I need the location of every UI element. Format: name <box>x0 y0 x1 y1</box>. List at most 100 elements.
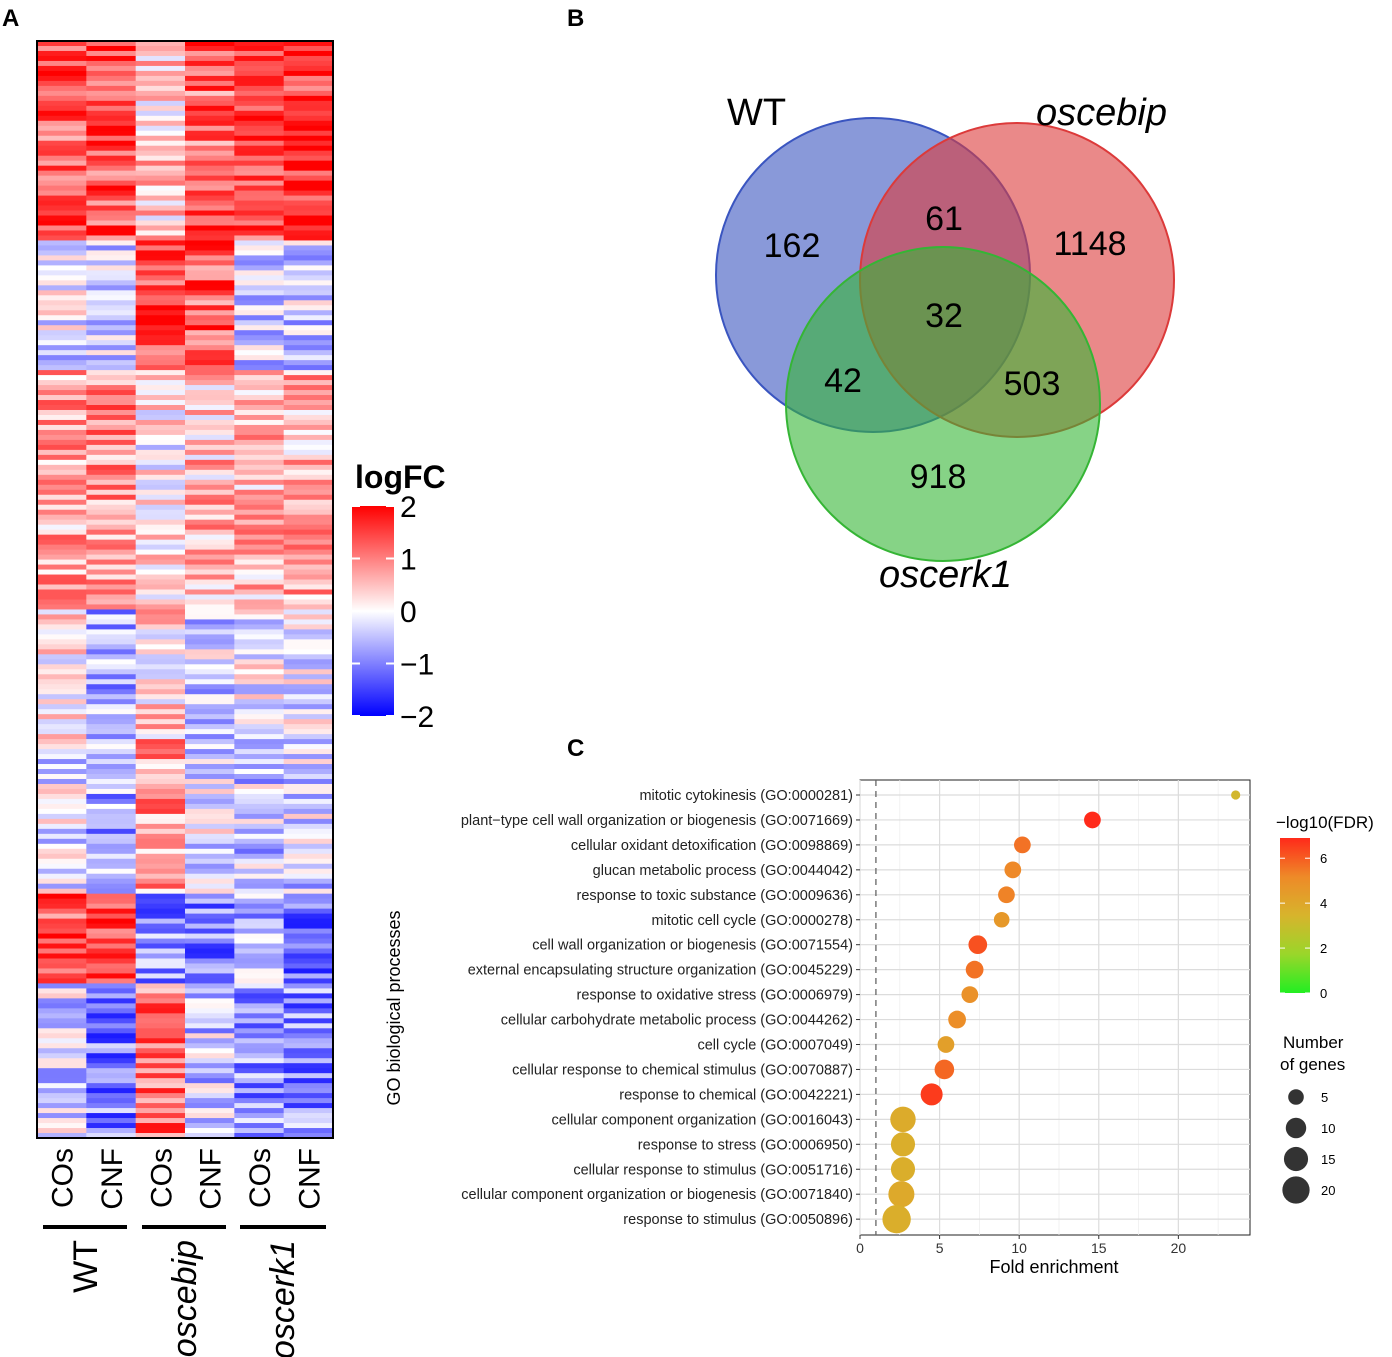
go-term-label: response to stress (GO:0006950) <box>638 1137 853 1153</box>
heatmap-cell <box>86 1013 137 1019</box>
heatmap-cell <box>283 220 334 226</box>
heatmap-cell <box>185 55 235 62</box>
heatmap-cell <box>185 514 235 521</box>
heatmap-cell <box>86 200 137 206</box>
heatmap-cell <box>135 115 186 122</box>
heatmap-cell <box>283 948 334 954</box>
heatmap-cell <box>234 903 285 910</box>
heatmap-cell <box>283 734 334 740</box>
heatmap-cell <box>86 220 137 226</box>
heatmap-cell <box>37 504 87 511</box>
heatmap-cell <box>185 479 235 486</box>
heatmap-cell <box>135 1053 186 1059</box>
heatmap-cell <box>37 764 87 770</box>
heatmap-cell <box>37 539 87 546</box>
heatmap-cell <box>185 619 235 625</box>
heatmap-cell <box>86 260 137 266</box>
logfc-tick-label: −2 <box>400 701 434 734</box>
heatmap-cell <box>135 1023 186 1029</box>
heatmap-cell <box>234 1103 285 1109</box>
heatmap-cell <box>234 823 285 830</box>
heatmap-cell <box>86 674 137 680</box>
heatmap-cell <box>86 50 137 57</box>
heatmap-cell <box>185 390 235 396</box>
heatmap-cell <box>234 60 285 67</box>
heatmap-cell <box>135 265 186 271</box>
heatmap-cell <box>234 150 285 157</box>
heatmap-cell <box>185 843 235 850</box>
heatmap-cell <box>185 434 235 441</box>
heatmap-cell <box>86 778 137 785</box>
heatmap-cell <box>234 1093 285 1099</box>
heatmap-cell <box>185 968 235 974</box>
heatmap-cell <box>185 439 235 446</box>
heatmap-cell <box>185 509 235 516</box>
heatmap-cell <box>283 85 334 92</box>
heatmap-cell <box>135 65 186 72</box>
heatmap-cell <box>37 754 87 760</box>
heatmap-cell <box>283 669 334 675</box>
heatmap-cell <box>283 878 334 885</box>
heatmap-cell <box>185 41 235 47</box>
heatmap-cell <box>185 160 235 167</box>
heatmap-cell <box>135 135 186 142</box>
heatmap-cell <box>86 659 137 665</box>
heatmap-cell <box>185 714 235 720</box>
heatmap-cell <box>86 1108 137 1114</box>
heatmap-cell <box>283 315 334 321</box>
fdr-legend-title: −log10(FDR) <box>1276 813 1374 832</box>
heatmap-cell <box>185 574 235 580</box>
heatmap-cell <box>283 335 334 341</box>
heatmap-cell <box>283 355 334 361</box>
heatmap-cell <box>185 1108 235 1114</box>
heatmap-cell <box>86 514 137 521</box>
heatmap-cell <box>234 788 285 795</box>
heatmap-cell <box>135 1088 186 1094</box>
heatmap-cell <box>234 155 285 162</box>
heatmap-cell <box>234 125 285 132</box>
heatmap-cell <box>86 524 137 531</box>
heatmap-cell <box>185 624 235 630</box>
heatmap-cell <box>86 1123 137 1129</box>
heatmap-cell <box>86 888 137 895</box>
heatmap-cell <box>185 414 235 421</box>
go-point <box>890 1157 916 1182</box>
heatmap-cell <box>283 280 334 286</box>
heatmap-cell <box>86 265 137 271</box>
heatmap-cell <box>283 569 334 575</box>
heatmap-cell <box>86 484 137 491</box>
heatmap-cell <box>185 419 235 426</box>
heatmap-cell <box>86 639 137 645</box>
heatmap-cell <box>86 878 137 885</box>
heatmap-cell <box>86 998 137 1004</box>
heatmap-cell <box>86 185 137 191</box>
heatmap-cell <box>234 908 285 915</box>
heatmap-cell <box>283 245 334 251</box>
heatmap-condition-labels: COs CNF COs CNF COs CNF <box>47 1148 327 1210</box>
heatmap-cell <box>283 574 334 580</box>
go-point <box>998 886 1015 904</box>
heatmap-cell <box>86 838 137 845</box>
heatmap-cell <box>86 1068 137 1074</box>
heatmap-cell <box>37 1058 87 1064</box>
heatmap-cell <box>86 734 137 740</box>
heatmap-cell <box>185 993 235 999</box>
heatmap-cell <box>135 145 186 152</box>
heatmap-cell <box>283 424 334 431</box>
heatmap-cell <box>283 823 334 830</box>
heatmap-cell <box>185 759 235 765</box>
heatmap-cell <box>37 115 87 122</box>
heatmap-cell <box>37 499 87 506</box>
heatmap-cell <box>283 479 334 486</box>
heatmap-cell <box>86 330 137 336</box>
heatmap-cell <box>37 888 87 895</box>
heatmap-cell <box>283 405 334 411</box>
heatmap-cell <box>135 1108 186 1114</box>
heatmap-cell <box>283 634 334 640</box>
heatmap-cell <box>86 694 137 700</box>
heatmap-cell <box>135 564 186 570</box>
heatmap-cell <box>283 514 334 521</box>
heatmap-cell <box>135 280 186 286</box>
heatmap-cell <box>86 1053 137 1059</box>
heatmap-cell <box>135 1028 186 1034</box>
